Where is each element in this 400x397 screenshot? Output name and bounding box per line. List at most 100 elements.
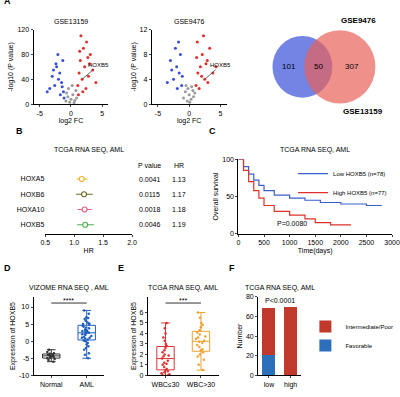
svg-text:0.0046: 0.0046 (139, 221, 161, 228)
svg-text:Intermediate/Poor: Intermediate/Poor (345, 324, 393, 330)
svg-text:HOXB5: HOXB5 (88, 62, 109, 68)
svg-text:1500: 1500 (307, 239, 323, 246)
svg-text:0.0115: 0.0115 (139, 191, 160, 198)
svg-text:Overall survival: Overall survival (212, 172, 219, 220)
svg-text:WBC>30: WBC>30 (187, 381, 215, 388)
svg-text:1.5: 1.5 (98, 239, 108, 246)
svg-text:GSE9476: GSE9476 (174, 18, 204, 25)
svg-text:Expression of HOXB5: Expression of HOXB5 (9, 302, 17, 370)
svg-text:-log10 (P value): -log10 (P value) (7, 42, 15, 91)
svg-text:TCGA RNA SEQ, AML: TCGA RNA SEQ, AML (245, 284, 315, 292)
svg-text:1: 1 (139, 361, 143, 368)
svg-text:0.0041: 0.0041 (139, 176, 161, 183)
svg-text:5: 5 (218, 110, 222, 117)
svg-text:2: 2 (139, 351, 143, 358)
svg-text:3: 3 (139, 340, 143, 347)
svg-text:***: *** (179, 297, 187, 304)
svg-text:10: 10 (21, 303, 29, 310)
svg-text:F: F (229, 263, 235, 273)
svg-text:High HOXB5 (n=77): High HOXB5 (n=77) (333, 190, 387, 196)
svg-text:0: 0 (25, 101, 29, 108)
svg-text:Normal: Normal (40, 381, 63, 388)
svg-text:1.18: 1.18 (172, 206, 186, 213)
svg-text:GSE9476: GSE9476 (341, 16, 376, 25)
svg-text:3000: 3000 (384, 239, 400, 246)
svg-text:-5: -5 (23, 355, 29, 362)
svg-text:2.0: 2.0 (127, 239, 137, 246)
svg-text:log2 FC: log2 FC (177, 117, 202, 125)
svg-text:0: 0 (69, 110, 73, 117)
svg-text:0: 0 (187, 110, 191, 117)
svg-text:low: low (264, 381, 275, 388)
svg-text:VIZOME RNA SEQ , AML: VIZOME RNA SEQ , AML (29, 284, 109, 292)
svg-text:B: B (16, 126, 23, 136)
svg-text:0.5: 0.5 (40, 239, 50, 246)
svg-text:20: 20 (246, 352, 254, 359)
svg-text:TCGA RNA SEQ, AML: TCGA RNA SEQ, AML (280, 146, 350, 154)
svg-text:1.13: 1.13 (172, 176, 186, 183)
svg-text:-10: -10 (19, 372, 29, 379)
svg-text:80: 80 (21, 51, 29, 58)
svg-text:-5: -5 (155, 110, 161, 117)
svg-text:GSE13159: GSE13159 (343, 107, 383, 116)
svg-text:101: 101 (282, 62, 296, 71)
svg-text:5: 5 (139, 319, 143, 326)
svg-text:GSE13159: GSE13159 (54, 18, 88, 25)
svg-text:100: 100 (222, 156, 234, 163)
svg-text:40: 40 (246, 333, 254, 340)
svg-text:P<0.0001: P<0.0001 (265, 297, 295, 304)
svg-text:5: 5 (25, 321, 29, 328)
svg-text:2500: 2500 (359, 239, 375, 246)
svg-text:log2 FC: log2 FC (59, 117, 84, 125)
svg-text:-log10 (P value): -log10 (P value) (130, 42, 138, 91)
svg-text:1000: 1000 (282, 239, 298, 246)
svg-text:HR: HR (84, 247, 94, 254)
svg-text:5: 5 (100, 110, 104, 117)
svg-text:high: high (284, 381, 297, 389)
svg-text:P value: P value (138, 162, 161, 169)
svg-text:1.0: 1.0 (69, 239, 79, 246)
svg-text:0: 0 (250, 372, 254, 379)
svg-text:HR: HR (174, 162, 184, 169)
svg-text:****: **** (63, 297, 74, 304)
svg-text:-5: -5 (37, 110, 43, 117)
svg-text:HOXB5: HOXB5 (210, 62, 231, 68)
svg-text:0: 0 (139, 372, 143, 379)
svg-text:C: C (209, 126, 216, 136)
svg-text:50: 50 (226, 193, 234, 200)
svg-text:6: 6 (139, 309, 143, 316)
svg-text:Time(days): Time(days) (298, 247, 333, 255)
svg-text:50: 50 (314, 62, 323, 71)
svg-text:1.17: 1.17 (172, 191, 186, 198)
svg-text:TCGA RNA SEQ, AML: TCGA RNA SEQ, AML (54, 146, 124, 154)
svg-text:WBC≤30: WBC≤30 (152, 381, 180, 388)
svg-text:D: D (4, 263, 11, 273)
svg-text:0.0018: 0.0018 (139, 206, 161, 213)
svg-text:A: A (4, 0, 11, 6)
svg-text:40: 40 (21, 76, 29, 83)
svg-text:2000: 2000 (333, 239, 349, 246)
svg-text:Favorable: Favorable (345, 343, 372, 349)
svg-text:4: 4 (139, 330, 143, 337)
svg-text:HOXB6: HOXB6 (21, 191, 45, 198)
svg-text:1.19: 1.19 (172, 221, 186, 228)
svg-text:AML: AML (80, 381, 95, 388)
svg-text:0: 0 (230, 230, 234, 237)
svg-text:12: 12 (140, 26, 148, 33)
svg-text:307: 307 (345, 62, 359, 71)
svg-text:500: 500 (258, 239, 270, 246)
svg-text:60: 60 (246, 313, 254, 320)
svg-text:4: 4 (143, 76, 147, 83)
svg-text:0: 0 (236, 239, 240, 246)
svg-text:TCGA RNA SEQ, AML: TCGA RNA SEQ, AML (148, 284, 218, 292)
svg-text:HOXA5: HOXA5 (21, 175, 45, 182)
svg-text:0: 0 (25, 338, 29, 345)
svg-text:HOXB5: HOXB5 (21, 221, 45, 228)
svg-text:Low HOXB5 (n=78): Low HOXB5 (n=78) (333, 171, 385, 177)
svg-text:HOXA10: HOXA10 (17, 206, 45, 213)
svg-text:80: 80 (246, 293, 254, 300)
svg-text:E: E (118, 263, 124, 273)
svg-text:120: 120 (17, 26, 29, 33)
svg-text:8: 8 (143, 51, 147, 58)
svg-text:P=0.0080: P=0.0080 (277, 220, 307, 227)
